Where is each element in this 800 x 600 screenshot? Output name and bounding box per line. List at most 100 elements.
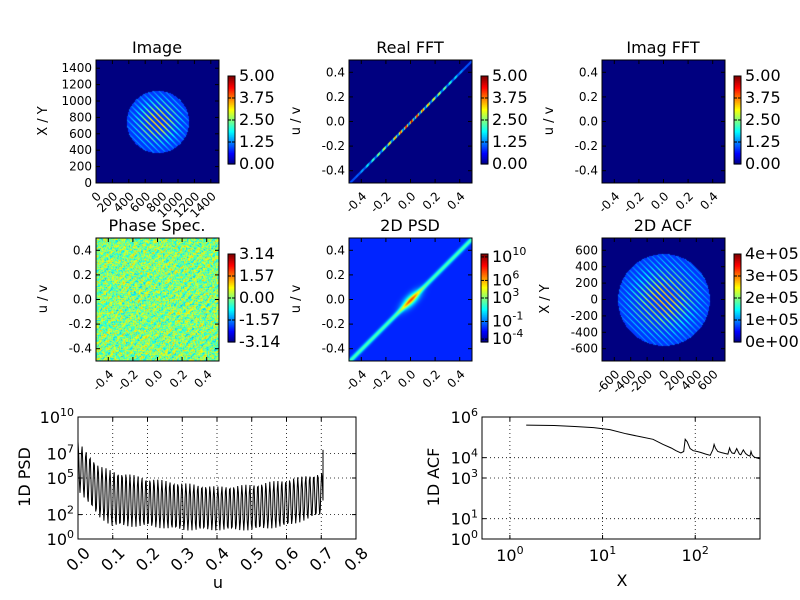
colorbar-segment [481, 290, 488, 293]
tick-base: 10 [40, 408, 60, 427]
colorbar-segment [228, 318, 235, 321]
colorbar: 0e+00 1e+05 2e+05 3e+05 4e+05 [733, 244, 799, 351]
colorbar-segment [481, 98, 488, 101]
colorbar-segment [228, 110, 235, 113]
colorbar-segment [228, 312, 235, 315]
colorbar-segment [734, 102, 741, 105]
colorbar-segment [734, 88, 741, 91]
colorbar-segment [228, 144, 235, 147]
colorbar-tick-label: 3.75 [745, 88, 781, 107]
colorbar-segment [734, 266, 741, 269]
colorbar-segment [734, 154, 741, 157]
colorbar-segment [481, 146, 488, 149]
colorbar-segment [228, 306, 235, 309]
plot-frame [77, 416, 357, 540]
colorbar-segment [481, 264, 488, 267]
tick-base: 10 [496, 546, 516, 565]
colorbar-segment [481, 112, 488, 115]
colorbar-segment [481, 296, 488, 299]
tick-exponent: 3 [471, 467, 478, 480]
colorbar-segment [228, 256, 235, 259]
colorbar-segment [734, 312, 741, 315]
colorbar-tick-label: 1.25 [239, 132, 275, 151]
colorbar-segment [481, 274, 488, 277]
colorbar-segment [734, 96, 741, 99]
y-tick-label: 0.4 [579, 65, 598, 79]
colorbar-tick-label: 0.00 [239, 154, 275, 173]
colorbar-segment [481, 160, 488, 163]
colorbar-tick-label: 0e+00 [745, 332, 799, 351]
colorbar-segment [481, 278, 488, 281]
colorbar-segment [481, 284, 488, 287]
colorbar-segment [734, 122, 741, 125]
colorbar-tick-label: 1.57 [239, 266, 275, 285]
colorbar-segment [481, 288, 488, 291]
colorbar-segment [228, 124, 235, 127]
colorbar-segment [228, 148, 235, 151]
colorbar-segment [228, 138, 235, 141]
y-tick-label: 0.4 [326, 65, 345, 79]
colorbar-segment [734, 128, 741, 131]
y-tick-label: -0.2 [322, 139, 345, 153]
colorbar-segment [481, 256, 488, 259]
x-tick-label: -0.2 [367, 367, 393, 393]
tick-base: 10 [47, 530, 67, 549]
colorbar-segment [228, 132, 235, 135]
colorbar-tick-label: 1.25 [492, 132, 528, 151]
colorbar-segment [481, 336, 488, 339]
tick-base: 10 [47, 506, 67, 525]
colorbar-segment [481, 298, 488, 301]
x-tick-label: -0.4 [90, 367, 116, 393]
colorbar-segment [481, 134, 488, 137]
colorbar-segment [734, 120, 741, 123]
colorbar-segment [734, 160, 741, 163]
y-axis-label: u / v [289, 284, 304, 313]
x-tick-label: 0.5 [236, 543, 267, 574]
colorbar-tick-label: 3.14 [239, 244, 275, 263]
colorbar-segment [481, 262, 488, 265]
x-tick-label: 0.0 [395, 189, 418, 212]
y-tick-label: -600 [571, 342, 598, 356]
colorbar-segment [734, 294, 741, 297]
colorbar-segment [228, 288, 235, 291]
colorbar-segment [734, 300, 741, 303]
x-tick-label: 100 [496, 544, 523, 565]
colorbar-segment [481, 78, 488, 81]
colorbar-segment [481, 276, 488, 279]
x-tick-label: 0.2 [132, 543, 163, 574]
colorbar-segment [734, 110, 741, 113]
colorbar-segment [228, 136, 235, 139]
colorbar-tick-label: 1e+05 [745, 310, 799, 329]
y-tick-label: 0.2 [579, 90, 598, 104]
panel-2d-acf: 2D ACF X / Y -600-400-200 0200400600-600-… [538, 216, 799, 396]
colorbar-segment [734, 148, 741, 151]
colorbar-segment [734, 280, 741, 283]
y-axis-label: X / Y [36, 106, 51, 136]
colorbar-segment [481, 110, 488, 113]
colorbar-segment [734, 92, 741, 95]
colorbar-tick-label: 0.00 [492, 154, 528, 173]
colorbar-segment [734, 320, 741, 323]
x-tick-label: 0.6 [271, 543, 302, 574]
colorbar-segment [734, 130, 741, 133]
y-tick-label: 400 [575, 260, 598, 274]
colorbar-segment [228, 278, 235, 281]
tick-exponent: 1 [609, 544, 616, 557]
colorbar-segment [228, 330, 235, 333]
colorbar-segment [228, 130, 235, 133]
colorbar-segment [481, 308, 488, 311]
colorbar-segment [481, 270, 488, 273]
colorbar-segment [228, 156, 235, 159]
colorbar-segment [734, 90, 741, 93]
y-tick-label: -200 [571, 309, 598, 323]
colorbar-segment [734, 298, 741, 301]
y-axis-label: X / Y [538, 284, 553, 314]
colorbar-segment [228, 340, 235, 343]
colorbar-segment [228, 272, 235, 275]
colorbar-segment [734, 304, 741, 307]
colorbar-segment [228, 94, 235, 97]
colorbar-segment [481, 142, 488, 145]
colorbar-segment [734, 296, 741, 299]
colorbar-segment [228, 310, 235, 313]
colorbar-segment [481, 96, 488, 99]
